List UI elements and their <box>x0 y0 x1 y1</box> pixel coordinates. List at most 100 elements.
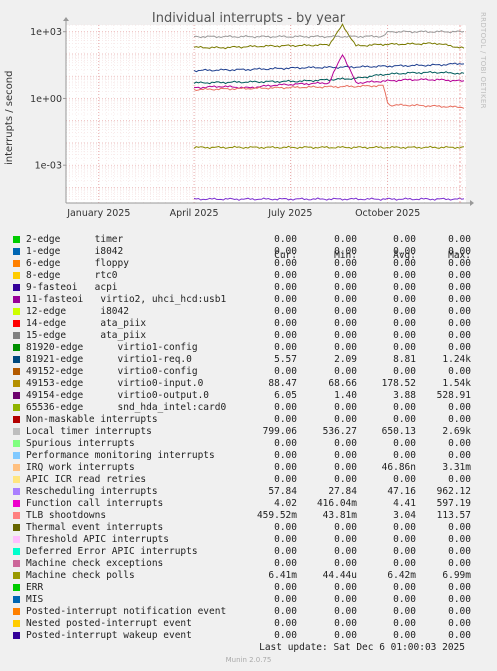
legend-row: Threshold APIC interrupts 0.00 0.00 0.00 0.0… <box>0 534 497 546</box>
legend-row: Posted-interrupt wakeup event 0.00 0.00 0.0… <box>0 630 497 642</box>
legend-value-avg: 650.13 <box>381 426 416 437</box>
legend-value-avg: 0.00 <box>393 294 416 305</box>
legend-swatch <box>13 512 20 519</box>
legend-value-max: 3.31m <box>442 462 471 473</box>
series-line <box>193 197 465 201</box>
legend-value-avg: 0.00 <box>393 438 416 449</box>
legend-row: 8-edge rtc0 0.00 0.00 0.00 0.00 <box>0 270 497 282</box>
legend-row: 81920-edge virtio1-config 0.00 0.00 0.00 0.0… <box>0 342 497 354</box>
legend-label: Non-maskable interrupts <box>26 414 158 425</box>
legend-label: APIC ICR read retries <box>26 474 147 485</box>
legend-value-max: 0.00 <box>448 522 471 533</box>
legend-label: 81920-edge virtio1-config <box>26 342 198 353</box>
legend-label: 49152-edge virtio0-config <box>26 366 198 377</box>
legend-label: 81921-edge virtio1-req.0 <box>26 354 192 365</box>
legend-value-cur: 57.84 <box>268 486 297 497</box>
legend-value-avg: 0.00 <box>393 630 416 641</box>
legend-value-min: 0.00 <box>334 594 357 605</box>
legend-value-cur: 0.00 <box>274 462 297 473</box>
legend-value-max: 0.00 <box>448 366 471 377</box>
legend-swatch <box>13 428 20 435</box>
legend-label: Posted-interrupt wakeup event <box>26 630 192 641</box>
legend-value-cur: 0.00 <box>274 318 297 329</box>
legend-value-min: 0.00 <box>334 606 357 617</box>
legend-value-max: 0.00 <box>448 438 471 449</box>
legend-row: 6-edge floppy 0.00 0.00 0.00 0.00 <box>0 258 497 270</box>
legend-value-max: 0.00 <box>448 558 471 569</box>
legend-value-avg: 0.00 <box>393 414 416 425</box>
x-tick-labels: January 2025 April 2025 July 2025 October 2… <box>66 208 420 219</box>
legend-value-avg: 0.00 <box>393 450 416 461</box>
legend-label: Nested posted-interrupt event <box>26 618 192 629</box>
legend-value-min: 0.00 <box>334 294 357 305</box>
legend-label: Local timer interrupts <box>26 426 152 437</box>
legend-swatch <box>13 320 20 327</box>
legend-value-cur: 0.00 <box>274 234 297 245</box>
legend-value-min: 44.44u <box>322 570 357 581</box>
legend-label: TLB shootdowns <box>26 510 107 521</box>
legend-value-max: 962.12 <box>436 486 471 497</box>
x-tick-label: January 2025 <box>66 208 130 219</box>
legend-swatch <box>13 608 20 615</box>
legend-value-min: 68.66 <box>328 378 357 389</box>
series-line <box>193 70 465 85</box>
legend-label: Rescheduling interrupts <box>26 486 158 497</box>
legend-value-max: 0.00 <box>448 294 471 305</box>
legend-value-avg: 0.00 <box>393 306 416 317</box>
legend-row: Rescheduling interrupts 57.84 27.84 47.16 96… <box>0 486 497 498</box>
legend-value-avg: 6.42m <box>387 570 416 581</box>
legend-value-cur: 0.00 <box>274 282 297 293</box>
legend-swatch <box>13 476 20 483</box>
legend-swatch <box>13 524 20 531</box>
legend-swatch <box>13 440 20 447</box>
x-tick-label: October 2025 <box>355 208 420 219</box>
legend-value-avg: 0.00 <box>393 606 416 617</box>
legend-value-avg: 0.00 <box>393 402 416 413</box>
legend-value-avg: 0.00 <box>393 234 416 245</box>
legend-swatch <box>13 548 20 555</box>
legend-label: 15-edge ata_piix <box>26 330 147 341</box>
legend-value-min: 0.00 <box>334 534 357 545</box>
legend-row: 12-edge i8042 0.00 0.00 0.00 0.00 <box>0 306 497 318</box>
legend-label: Threshold APIC interrupts <box>26 534 169 545</box>
legend-value-avg: 0.00 <box>393 342 416 353</box>
series-line <box>193 23 465 50</box>
legend-row: Spurious interrupts 0.00 0.00 0.00 0.00 <box>0 438 497 450</box>
legend-value-min: 0.00 <box>334 414 357 425</box>
legend-row: 11-fasteoi virtio2, uhci_hcd:usb1 0.00 0.0… <box>0 294 497 306</box>
legend-row: 65536-edge snd_hda_intel:card0 0.00 0.00 0.… <box>0 402 497 414</box>
legend-value-cur: 0.00 <box>274 402 297 413</box>
legend-value-max: 2.69k <box>442 426 471 437</box>
legend-row: Posted-interrupt notification event 0.00 0… <box>0 606 497 618</box>
legend-value-min: 0.00 <box>334 630 357 641</box>
legend-row: 14-edge ata_piix 0.00 0.00 0.00 0.00 <box>0 318 497 330</box>
legend-value-avg: 0.00 <box>393 558 416 569</box>
legend-value-max: 0.00 <box>448 258 471 269</box>
legend-value-max: 0.00 <box>448 450 471 461</box>
legend-swatch <box>13 488 20 495</box>
legend-value-max: 597.19 <box>436 498 471 509</box>
legend-value-min: 0.00 <box>334 330 357 341</box>
legend-row: IRQ work interrupts 0.00 0.00 46.86n 3.31m <box>0 462 497 474</box>
legend-swatch <box>13 332 20 339</box>
legend-value-avg: 0.00 <box>393 618 416 629</box>
legend-value-cur: 0.00 <box>274 582 297 593</box>
legend-value-min: 0.00 <box>334 438 357 449</box>
legend-row: TLB shootdowns 459.52m 43.81m 3.04 113.57 <box>0 510 497 522</box>
legend-value-max: 0.00 <box>448 270 471 281</box>
legend-label: 14-edge ata_piix <box>26 318 147 329</box>
legend-value-min: 0.00 <box>334 450 357 461</box>
legend-value-min: 0.00 <box>334 318 357 329</box>
legend-row: Deferred Error APIC interrupts 0.00 0.00 0.… <box>0 546 497 558</box>
legend-value-avg: 0.00 <box>393 282 416 293</box>
legend-swatch <box>13 416 20 423</box>
legend-swatch <box>13 236 20 243</box>
legend-value-min: 0.00 <box>334 558 357 569</box>
legend-label: 12-edge i8042 <box>26 306 129 317</box>
y-axis-arrow <box>63 17 69 21</box>
legend-value-cur: 0.00 <box>274 438 297 449</box>
legend-header-cur: Cur: <box>274 250 297 261</box>
legend-row: ERR 0.00 0.00 0.00 0.00 <box>0 582 497 594</box>
legend-value-cur: 4.02 <box>274 498 297 509</box>
legend-swatch <box>13 620 20 627</box>
